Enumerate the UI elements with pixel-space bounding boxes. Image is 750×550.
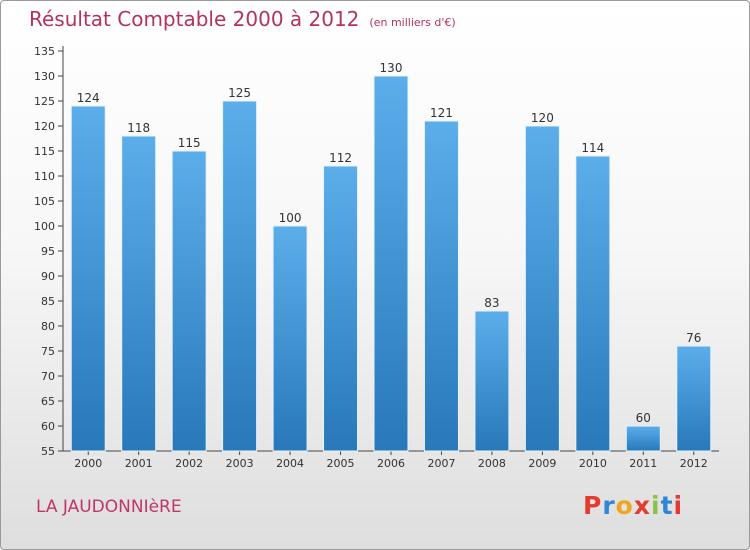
bar-2005 — [323, 165, 359, 452]
bar-2002 — [171, 150, 207, 452]
chart-bars — [70, 75, 712, 452]
x-tick-label-2011: 2011 — [629, 457, 657, 470]
logo-letter: P — [583, 491, 603, 520]
chart-title: Résultat Comptable 2000 à 2012 (en millie… — [29, 7, 456, 31]
data-label-2002: 115 — [178, 136, 201, 150]
bar-2001 — [121, 135, 157, 452]
data-label-2004: 100 — [279, 211, 302, 225]
bar-2000 — [70, 105, 106, 452]
bar-2004 — [272, 225, 308, 452]
logo-letter: i — [673, 491, 684, 520]
logo-letter: x — [633, 491, 651, 520]
x-tick-label-2012: 2012 — [680, 457, 708, 470]
bar-2008 — [474, 310, 510, 452]
y-tick-label: 125 — [34, 95, 55, 108]
commune-name: LA JAUDONNIèRE — [36, 497, 182, 517]
y-tick-label: 85 — [41, 295, 55, 308]
x-tick-label-2009: 2009 — [528, 457, 556, 470]
bar-2011 — [625, 425, 661, 452]
y-tick-label: 55 — [41, 445, 55, 458]
bar-2006 — [373, 75, 409, 452]
data-label-2006: 130 — [380, 61, 403, 75]
x-tick-label-2000: 2000 — [74, 457, 102, 470]
data-label-2012: 76 — [686, 331, 701, 345]
data-label-2010: 114 — [581, 141, 604, 155]
x-tick-label-2002: 2002 — [175, 457, 203, 470]
y-tick-label: 135 — [34, 45, 55, 58]
x-tick-label-2006: 2006 — [377, 457, 405, 470]
logo-letter: o — [615, 491, 634, 520]
data-label-2009: 120 — [531, 111, 554, 125]
x-tick-label-2003: 2003 — [226, 457, 254, 470]
logo-letter: t — [660, 491, 674, 520]
y-tick-label: 115 — [34, 145, 55, 158]
y-tick-label: 70 — [41, 370, 55, 383]
y-tick-label: 120 — [34, 120, 55, 133]
data-label-2003: 125 — [228, 86, 251, 100]
chart-title-text: Résultat Comptable 2000 à 2012 — [29, 7, 360, 31]
logo-letter: r — [602, 491, 616, 520]
data-label-2011: 60 — [636, 411, 651, 425]
y-tick-label: 90 — [41, 270, 55, 283]
bar-2003 — [222, 100, 258, 452]
y-tick-label: 105 — [34, 195, 55, 208]
data-label-2000: 124 — [77, 91, 100, 105]
x-tick-label-2001: 2001 — [125, 457, 153, 470]
x-tick-label-2005: 2005 — [327, 457, 355, 470]
y-tick-label: 100 — [34, 220, 55, 233]
x-tick-label-2004: 2004 — [276, 457, 304, 470]
y-tick-label: 60 — [41, 420, 55, 433]
bar-2007 — [423, 120, 459, 452]
data-label-2007: 121 — [430, 106, 453, 120]
chart-subtitle: (en milliers d'€) — [369, 16, 456, 29]
data-label-2008: 83 — [484, 296, 499, 310]
x-tick-label-2007: 2007 — [427, 457, 455, 470]
y-tick-label: 110 — [34, 170, 55, 183]
proxiti-logo[interactable]: Proxiti — [583, 491, 683, 520]
bar-2009 — [524, 125, 560, 452]
y-tick-label: 80 — [41, 320, 55, 333]
x-tick-label-2008: 2008 — [478, 457, 506, 470]
y-tick-label: 65 — [41, 395, 55, 408]
y-tick-label: 95 — [41, 245, 55, 258]
data-label-2005: 112 — [329, 151, 352, 165]
y-tick-label: 75 — [41, 345, 55, 358]
bar-2010 — [575, 155, 611, 452]
data-label-2001: 118 — [127, 121, 150, 135]
x-tick-label-2010: 2010 — [579, 457, 607, 470]
logo-letter: i — [651, 491, 661, 520]
y-tick-label: 130 — [34, 70, 55, 83]
chart-data-labels: 124 118 115 125 100 112 130 121 83 120 114 60 76 — [77, 61, 702, 425]
chart-axes: 5560657075808590951001051101151201251301… — [34, 45, 719, 470]
bar-2012 — [676, 345, 712, 452]
